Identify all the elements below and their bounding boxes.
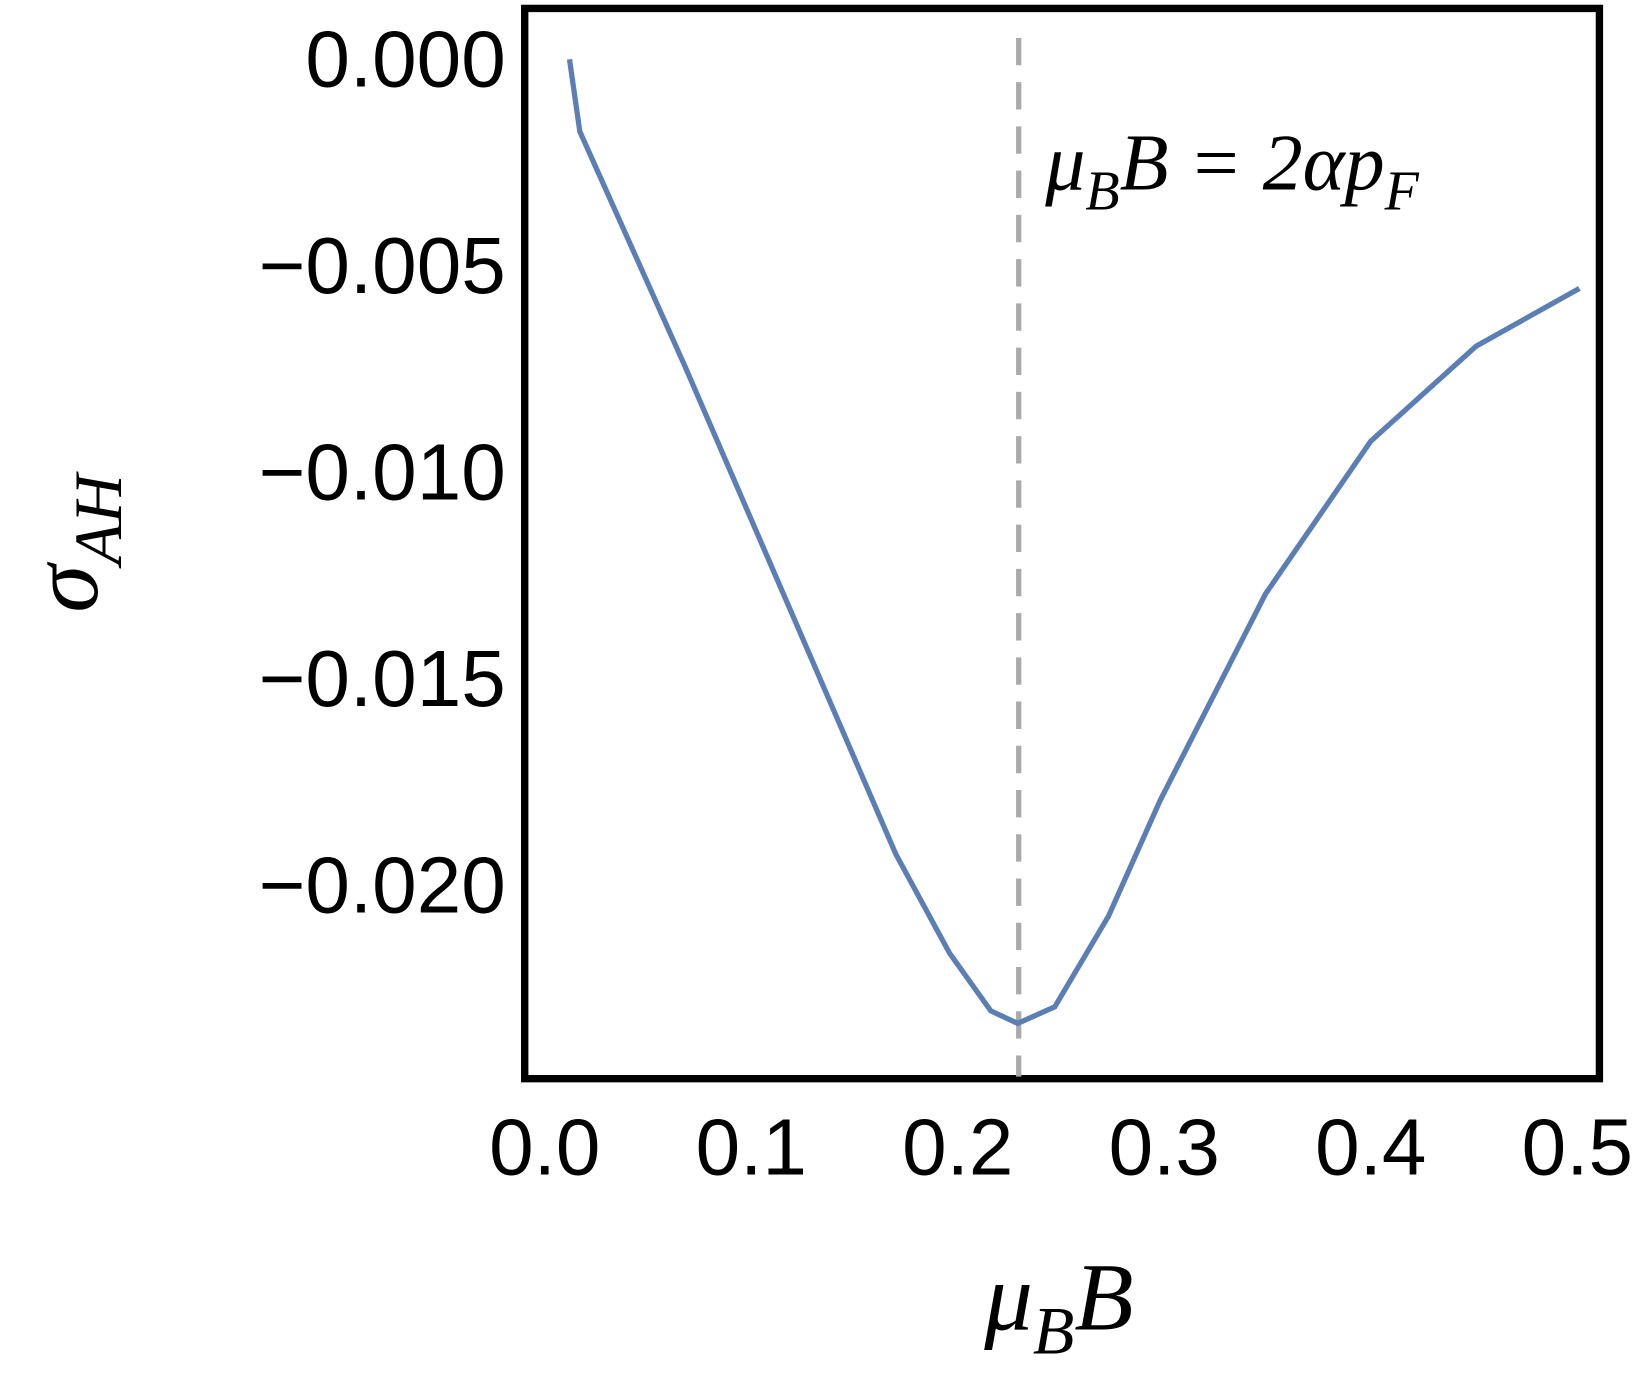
plot-frame [521,4,1604,1083]
x-tick-label: 0.2 [902,1103,1013,1192]
x-tick-label: 0.5 [1522,1103,1633,1192]
annotation-part: μ [1044,120,1085,208]
y-axis-label: σAH [11,470,136,612]
data-line [566,58,1581,1027]
y-tick-label: −0.010 [259,427,506,516]
x-tick-label: 0.0 [489,1103,600,1192]
x-axis-label-part: B [1033,1294,1074,1369]
y-tick-label: −0.020 [259,840,506,929]
x-axis-label-part: B [1074,1243,1133,1350]
annotation-part: B [1085,161,1119,223]
x-axis-label: μBB [983,1243,1133,1368]
y-tick-label: −0.005 [259,221,506,310]
annotation-part: F [1384,161,1420,223]
annotation-part: B = 2αp [1120,120,1385,208]
annotation: μBB = 2αpF [1044,120,1419,223]
x-axis-label-part: μ [983,1243,1033,1350]
y-tick-label: −0.015 [259,634,506,723]
x-tick-label: 0.1 [696,1103,807,1192]
x-tick-label: 0.3 [1109,1103,1220,1192]
y-axis-label-part: AH [61,470,136,568]
y-tick-label: 0.000 [305,15,505,104]
y-axis-label-part: σ [11,562,118,613]
x-tick-label: 0.4 [1315,1103,1426,1192]
